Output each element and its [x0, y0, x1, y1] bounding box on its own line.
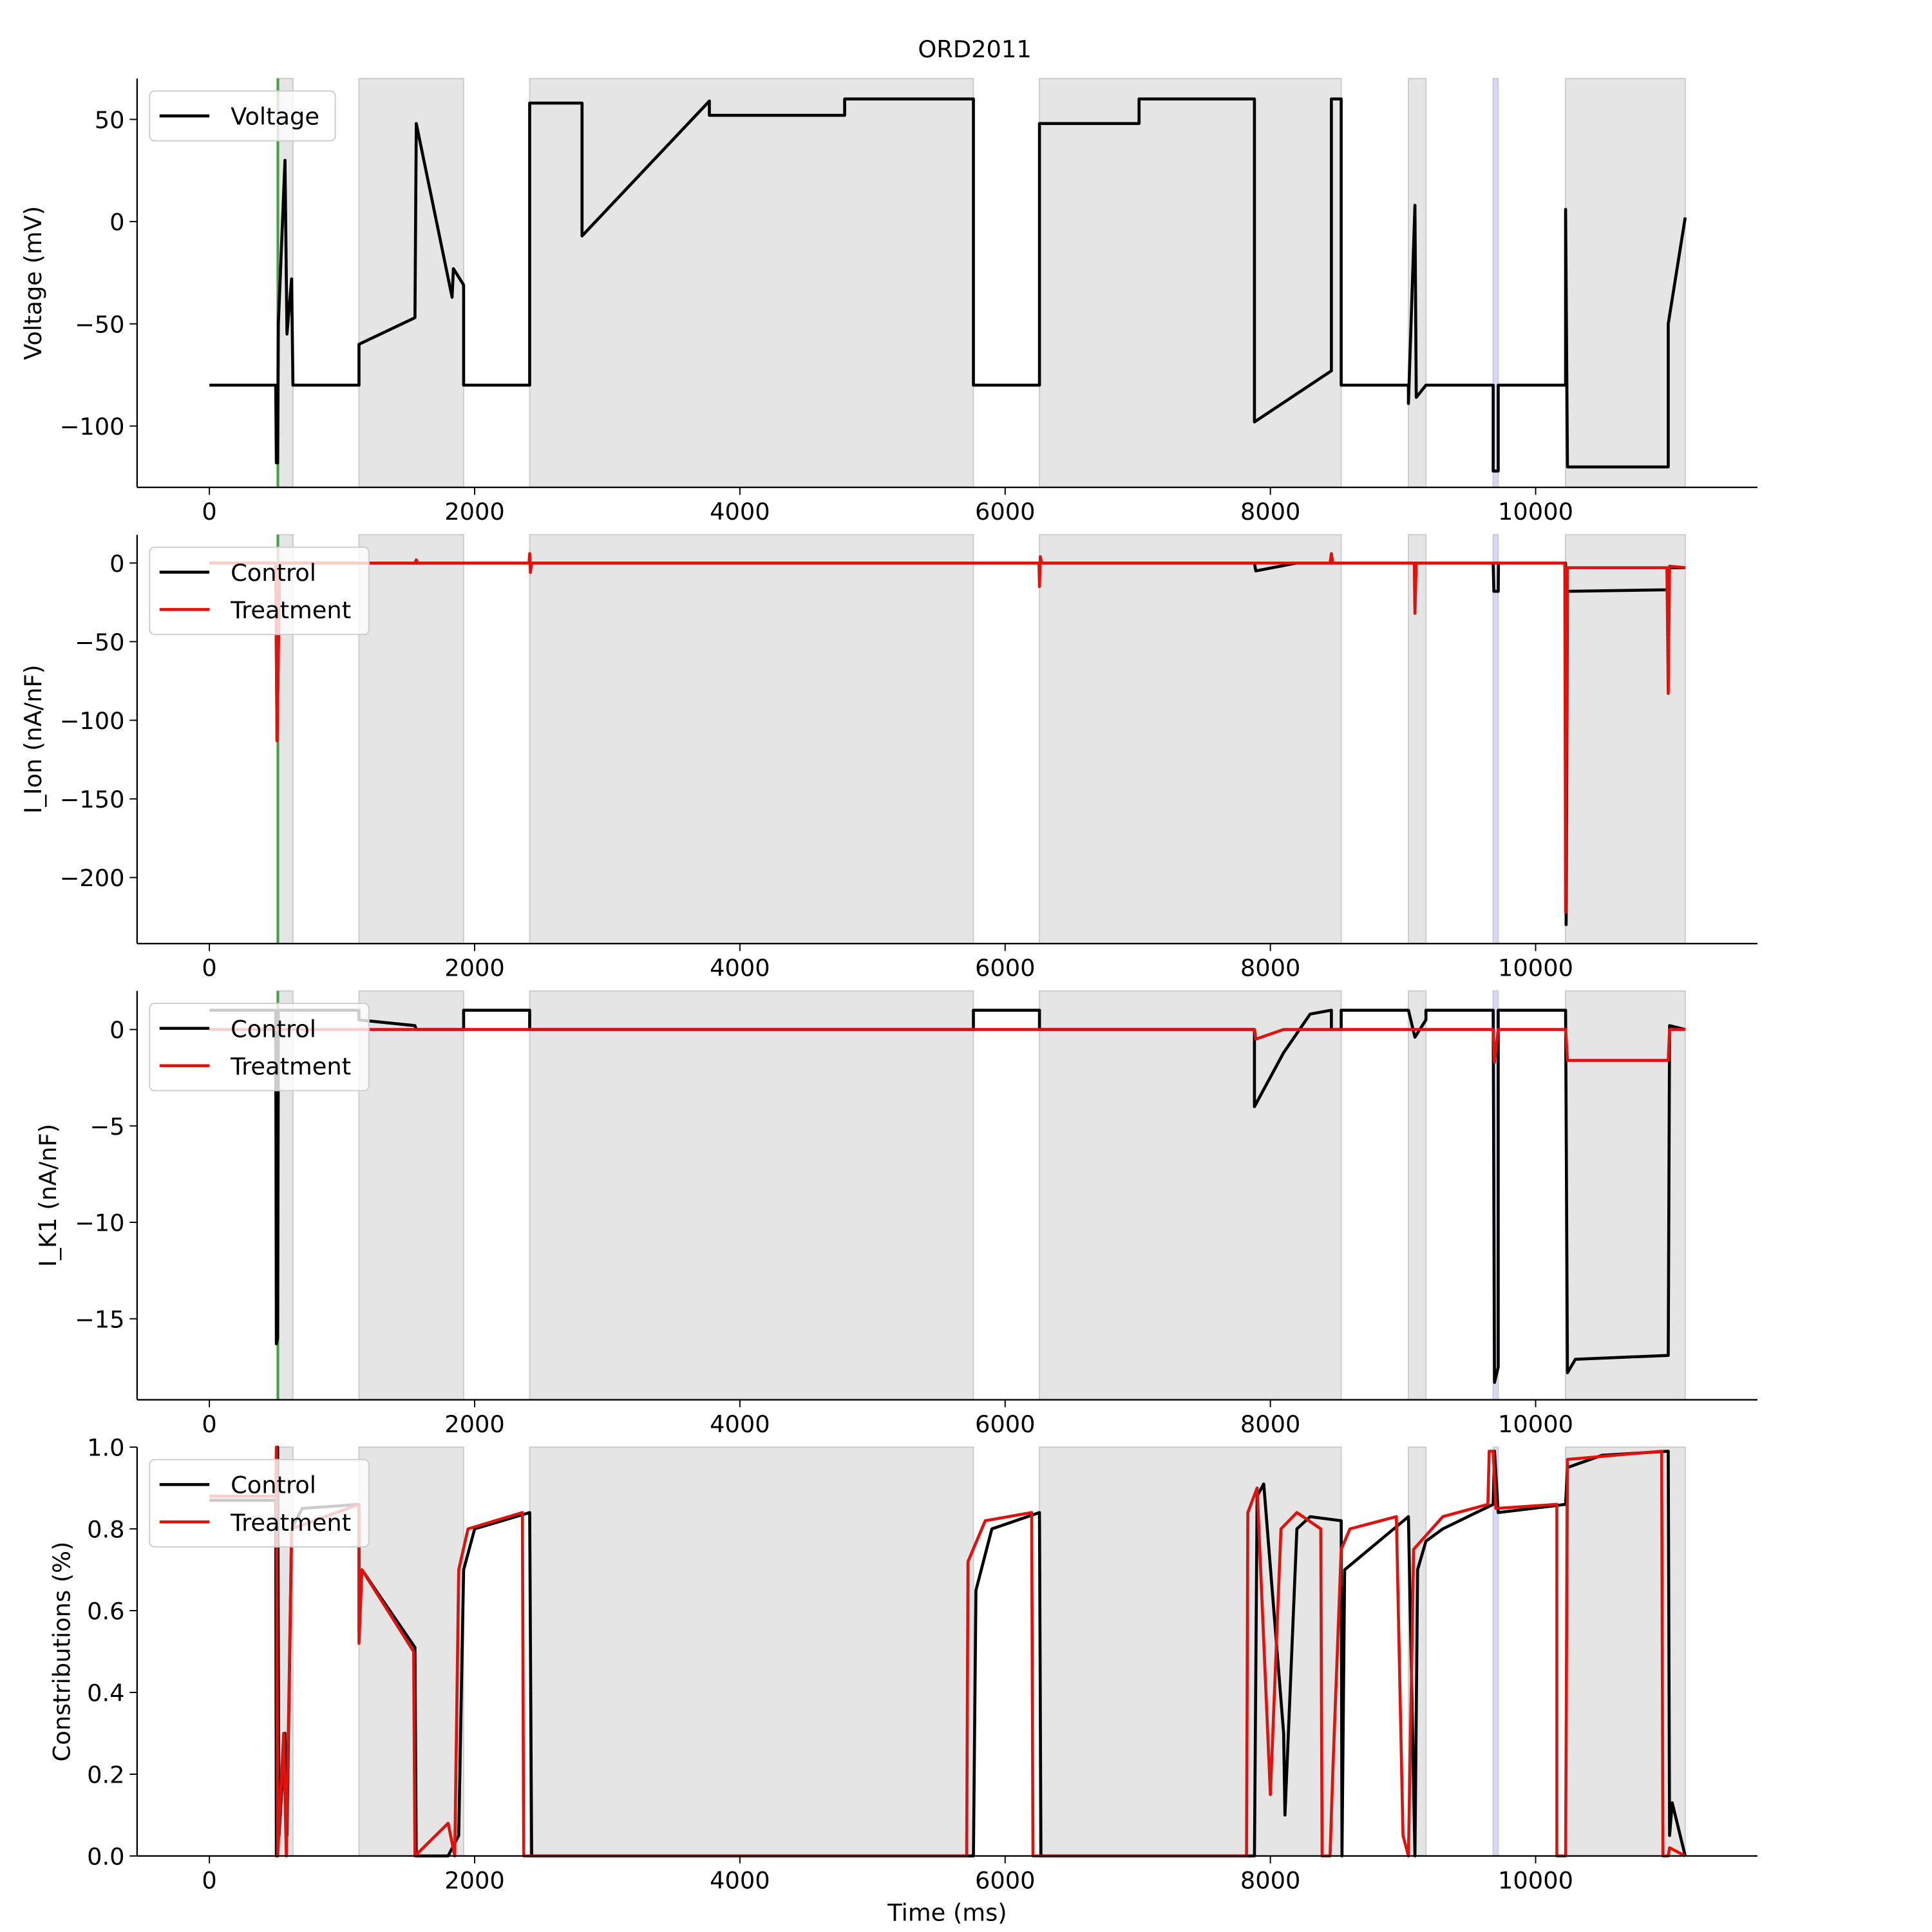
legend-label: Treatment [230, 1509, 351, 1537]
x-axis-label: Time (ms) [887, 1899, 1007, 1927]
shaded-span [1408, 990, 1427, 1401]
x-tick-label: 2000 [444, 498, 505, 526]
y-axis-label: I_Ion (nA/nF) [19, 665, 47, 814]
x-tick-label: 6000 [975, 1410, 1036, 1438]
panel: 0 2000 4000 6000 8000 10000 −15 −10 −5 0 I_K1 (nA/… [34, 990, 1758, 1438]
x-tick-label: 2000 [444, 954, 505, 981]
line-series [209, 1028, 1685, 1064]
y-tick-label: −50 [75, 310, 125, 338]
y-axis-label: Constributions (%) [48, 1542, 75, 1762]
legend-box [149, 1003, 370, 1092]
shaded-span [1039, 77, 1342, 488]
y-axis-label: Voltage (mV) [19, 206, 47, 360]
shaded-span [1039, 990, 1342, 1401]
y-tick-label: 0.6 [87, 1598, 124, 1625]
x-tick-label: 0 [202, 1410, 216, 1438]
x-tick-label: 10000 [1498, 954, 1573, 981]
legend-box [149, 1459, 370, 1548]
legend-box [149, 90, 336, 142]
y-tick-label: −150 [60, 786, 125, 813]
shaded-span [529, 534, 974, 945]
x-tick-label: 8000 [1240, 498, 1301, 526]
x-tick-label: 8000 [1240, 1410, 1301, 1438]
y-tick-label: 1.0 [87, 1434, 124, 1462]
legend-label: Treatment [230, 596, 351, 624]
shaded-span [1492, 534, 1499, 945]
y-tick-label: −200 [60, 864, 125, 892]
y-tick-label: 0.2 [87, 1761, 124, 1789]
chart-title: ORD2011 [918, 35, 1031, 63]
legend-label: Control [231, 559, 316, 587]
y-tick-label: 0.4 [87, 1680, 124, 1707]
x-tick-label: 6000 [975, 1866, 1036, 1894]
y-tick-label: −50 [75, 629, 125, 656]
panel: 0 2000 4000 6000 8000 10000 −200 −150 −100 −50 0 I_… [19, 534, 1758, 981]
x-tick-label: 6000 [975, 954, 1036, 981]
shaded-span [1039, 534, 1342, 945]
shaded-span [1408, 534, 1427, 945]
x-tick-label: 10000 [1498, 1866, 1573, 1894]
y-tick-label: −5 [90, 1113, 124, 1141]
legend-label: Treatment [230, 1052, 351, 1080]
legend-label: Control [231, 1472, 316, 1499]
y-tick-label: −10 [75, 1209, 125, 1237]
shaded-span [1565, 77, 1686, 488]
x-tick-label: 4000 [710, 954, 770, 981]
shaded-span [1565, 1446, 1686, 1857]
x-tick-label: 8000 [1240, 954, 1301, 981]
shaded-span [358, 534, 464, 945]
legend-label: Control [231, 1015, 316, 1043]
y-tick-label: 0 [109, 550, 124, 578]
y-tick-label: 50 [95, 106, 125, 134]
shaded-span [529, 1446, 974, 1857]
y-tick-label: −15 [75, 1305, 125, 1333]
shaded-span [529, 990, 974, 1401]
x-tick-label: 0 [202, 1866, 216, 1894]
line-series [209, 552, 1686, 914]
y-tick-label: 0 [109, 209, 124, 236]
y-tick-label: −100 [60, 413, 125, 440]
shaded-span [1565, 534, 1686, 945]
panel: 0 2000 4000 6000 8000 10000 0.0 0.2 0.4 0.6 0.8 1.0… [48, 1434, 1758, 1927]
shaded-span [1039, 1446, 1342, 1857]
legend-label: Voltage [231, 103, 319, 131]
y-tick-label: −100 [60, 707, 125, 735]
legend-box [149, 546, 370, 636]
shaded-span [358, 77, 464, 488]
y-tick-label: 0.8 [87, 1516, 124, 1544]
shaded-span [529, 77, 974, 488]
panel: 0 2000 4000 6000 8000 10000 −100 −50 0 50 ORD2011 V… [19, 35, 1758, 526]
y-tick-label: 0.0 [87, 1842, 124, 1870]
x-tick-label: 10000 [1498, 1410, 1573, 1438]
y-axis-label: I_K1 (nA/nF) [34, 1124, 62, 1267]
x-tick-label: 6000 [975, 498, 1036, 526]
x-tick-label: 4000 [710, 1410, 770, 1438]
x-tick-label: 8000 [1240, 1866, 1301, 1894]
x-tick-label: 10000 [1498, 498, 1573, 526]
x-tick-label: 2000 [444, 1866, 505, 1894]
x-tick-label: 4000 [710, 1866, 770, 1894]
y-tick-label: 0 [109, 1016, 124, 1044]
x-tick-label: 0 [202, 498, 216, 526]
line-series [209, 1009, 1686, 1384]
shaded-span [358, 990, 464, 1401]
x-tick-label: 2000 [444, 1410, 505, 1438]
shaded-span [358, 1446, 464, 1857]
line-series [209, 1445, 1686, 1858]
x-tick-label: 0 [202, 954, 216, 981]
x-tick-label: 4000 [710, 498, 770, 526]
line-series [209, 97, 1687, 473]
